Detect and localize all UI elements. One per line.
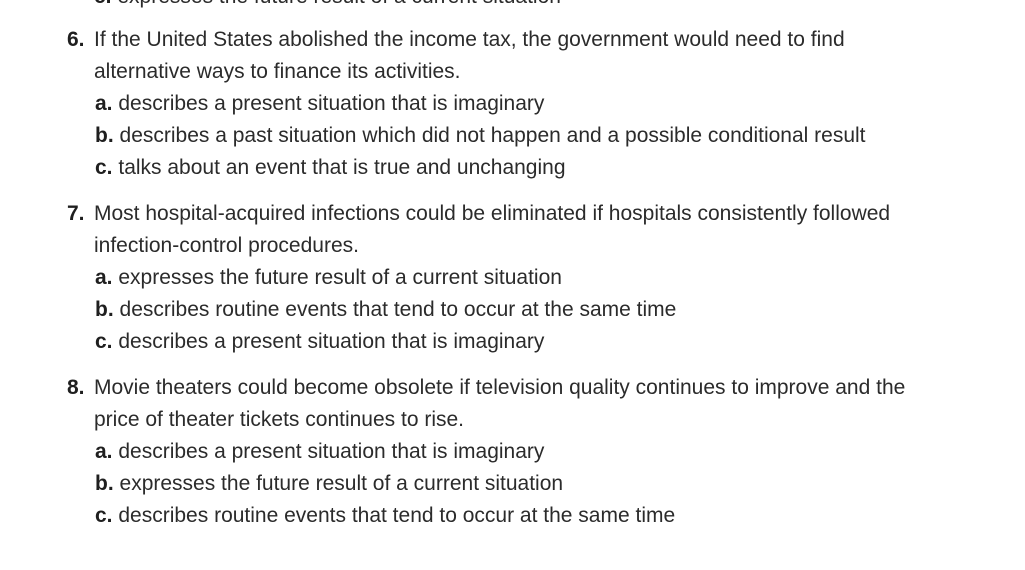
- question-text-line-2: alternative ways to finance its activiti…: [94, 60, 461, 83]
- option-text: expresses the future result of a current…: [119, 472, 564, 495]
- option-label: a.: [95, 440, 113, 463]
- option-text: describes a present situation that is im…: [118, 92, 545, 115]
- option-c: c. describes routine events that tend to…: [95, 504, 675, 528]
- option-label: c.: [95, 156, 113, 179]
- option-label: a.: [95, 92, 113, 115]
- option-label: a.: [95, 266, 113, 289]
- option-text: describes a present situation that is im…: [118, 440, 545, 463]
- question-text-line-1: Movie theaters could become obsolete if …: [94, 376, 906, 399]
- option-text: describes routine events that tend to oc…: [119, 298, 677, 321]
- option-label: c.: [95, 504, 113, 527]
- option-a: a. expresses the future result of a curr…: [95, 266, 562, 290]
- question-number: 7.: [67, 202, 85, 225]
- option-text: talks about an event that is true and un…: [118, 156, 566, 179]
- question-text-line-1: If the United States abolished the incom…: [94, 28, 845, 51]
- option-text: expresses the future result of a current…: [118, 266, 562, 289]
- cut-off-option-line: c. expresses the future result of a curr…: [94, 0, 561, 7]
- question-text-line-2: infection-control procedures.: [94, 234, 359, 257]
- option-text: describes routine events that tend to oc…: [118, 504, 676, 527]
- option-b: b. expresses the future result of a curr…: [95, 472, 563, 496]
- option-text: expresses the future result of a current…: [117, 0, 561, 8]
- option-b: b. describes a past situation which did …: [95, 124, 866, 148]
- option-label: b.: [95, 472, 114, 495]
- option-label: b.: [95, 124, 114, 147]
- question-text-line-2: price of theater tickets continues to ri…: [94, 408, 465, 431]
- option-text: describes a present situation that is im…: [118, 330, 545, 353]
- option-label: c.: [95, 330, 113, 353]
- option-b: b. describes routine events that tend to…: [95, 298, 676, 322]
- question-text-line-1: Most hospital-acquired infections could …: [94, 202, 891, 225]
- option-label: b.: [95, 298, 114, 321]
- option-label: c.: [94, 0, 112, 8]
- option-c: c. describes a present situation that is…: [95, 330, 544, 354]
- option-a: a. describes a present situation that is…: [95, 440, 544, 464]
- option-c: c. talks about an event that is true and…: [95, 156, 566, 180]
- option-a: a. describes a present situation that is…: [95, 92, 544, 116]
- option-text: describes a past situation which did not…: [119, 124, 866, 147]
- question-number: 6.: [67, 28, 85, 51]
- question-number: 8.: [67, 376, 85, 399]
